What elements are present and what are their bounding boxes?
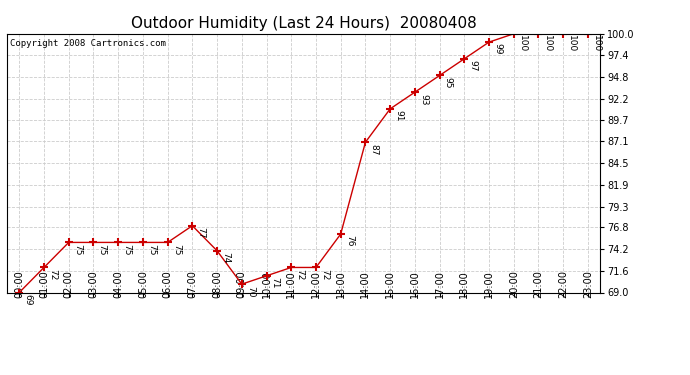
Text: 75: 75 [172,244,181,255]
Text: 100: 100 [567,35,576,52]
Text: 72: 72 [295,269,304,280]
Text: 100: 100 [518,35,527,52]
Text: 77: 77 [197,227,206,238]
Text: 69: 69 [23,294,32,305]
Text: 75: 75 [73,244,82,255]
Text: 74: 74 [221,252,230,264]
Text: 75: 75 [97,244,106,255]
Text: 100: 100 [542,35,551,52]
Text: 72: 72 [48,269,57,280]
Text: 100: 100 [592,35,601,52]
Text: 91: 91 [394,110,403,122]
Text: 71: 71 [270,277,279,289]
Text: 97: 97 [469,60,477,72]
Text: Copyright 2008 Cartronics.com: Copyright 2008 Cartronics.com [10,39,166,48]
Text: 75: 75 [147,244,156,255]
Text: 72: 72 [320,269,329,280]
Text: 76: 76 [345,236,354,247]
Text: 99: 99 [493,44,502,55]
Text: 70: 70 [246,285,255,297]
Text: 87: 87 [370,144,379,155]
Title: Outdoor Humidity (Last 24 Hours)  20080408: Outdoor Humidity (Last 24 Hours) 2008040… [130,16,477,31]
Text: 93: 93 [419,94,428,105]
Text: 75: 75 [122,244,131,255]
Text: 95: 95 [444,77,453,88]
